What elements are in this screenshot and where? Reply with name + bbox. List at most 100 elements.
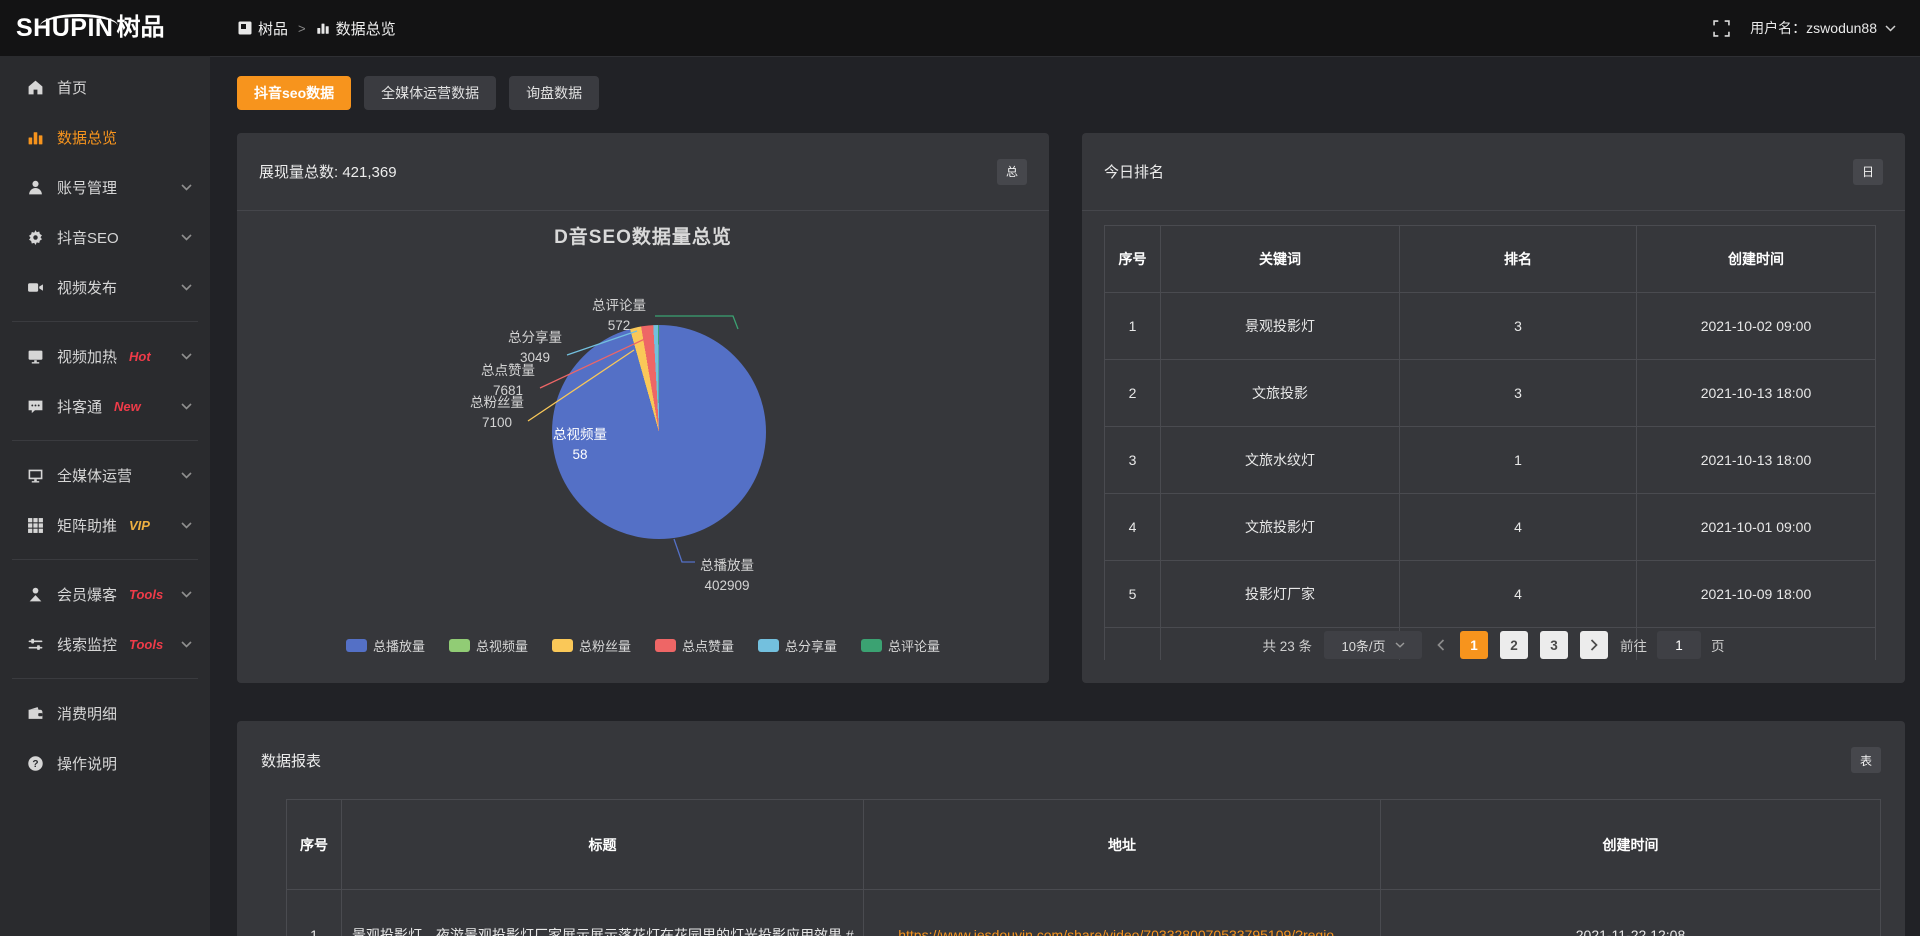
ranking-panel-title: 今日排名 (1104, 164, 1165, 181)
bar-chart-icon (316, 23, 329, 34)
table-row[interactable]: 3 文旅水纹灯 1 2021-10-13 18:00 (1105, 427, 1876, 494)
sidebar-item-video-publish[interactable]: 视频发布 (0, 262, 210, 312)
daily-toggle-button[interactable]: 日 (1853, 158, 1883, 185)
chevron-right-icon (1590, 639, 1598, 651)
sidebar-item-douyin-seo[interactable]: 抖音SEO (0, 212, 210, 262)
ranking-panel-header: 今日排名 日 (1082, 133, 1905, 211)
total-toggle-button[interactable]: 总 (997, 158, 1027, 185)
table-row[interactable]: 4 文旅投影灯 4 2021-10-01 09:00 (1105, 494, 1876, 561)
legend-item-comments[interactable]: 总评论量 (861, 636, 940, 655)
page-button-1[interactable]: 1 (1460, 631, 1489, 659)
app-logo[interactable]: SHUPIN 树品 (0, 13, 210, 43)
overview-panel-header: 展现量总数: 421,369 总 (237, 133, 1049, 211)
pie-label-fans: 总粉丝量 7100 (470, 395, 524, 430)
topbar: SHUPIN 树品 树品 > 数据总览 用户名：zswodun88 (0, 0, 1920, 56)
fullscreen-button[interactable] (1713, 19, 1730, 37)
pie-label-shares: 总分享量 3049 (508, 330, 562, 365)
table-row[interactable]: 5 投影灯厂家 4 2021-10-09 18:00 (1105, 561, 1876, 628)
hot-badge: Hot (129, 348, 151, 364)
sidebar-divider (12, 321, 198, 322)
data-tabs: 抖音seo数据 全媒体运营数据 询盘数据 (237, 76, 600, 110)
sidebar-divider (12, 678, 198, 679)
logo-brand-cn-text: 树品 (116, 14, 165, 41)
app-square-icon (238, 21, 252, 35)
chevron-down-icon (181, 352, 192, 360)
chart-title: D音SEO数据量总览 (554, 227, 732, 248)
column-header-keyword: 关键词 (1161, 226, 1400, 293)
breadcrumb-separator: > (298, 20, 306, 36)
topbar-right: 用户名：zswodun88 (1713, 18, 1920, 38)
breadcrumb-root[interactable]: 树品 (238, 18, 288, 39)
help-icon: ? (26, 754, 44, 772)
member-icon (26, 585, 44, 603)
sidebar-item-data-overview[interactable]: 数据总览 (0, 112, 210, 162)
chevron-down-icon (181, 471, 192, 479)
pie-chart[interactable] (552, 325, 766, 539)
chevron-down-icon (181, 233, 192, 241)
bar-chart-icon (26, 128, 44, 146)
table-toggle-button[interactable]: 表 (1851, 747, 1881, 773)
pagination-total-label: 共 23 条 (1262, 639, 1313, 654)
chevron-down-icon (181, 590, 192, 598)
page-button-3[interactable]: 3 (1540, 631, 1569, 659)
sidebar-item-matrix-boost[interactable]: 矩阵助推 VIP (0, 500, 210, 550)
impressions-total-label: 展现量总数: 421,369 (259, 164, 397, 181)
tab-douyin-seo-data[interactable]: 抖音seo数据 (237, 76, 352, 110)
table-row[interactable]: 1 景观投影灯 3 2021-10-02 09:00 (1105, 293, 1876, 360)
column-header-time: 创建时间 (1381, 800, 1881, 890)
report-panel-header: 数据报表 表 (237, 721, 1905, 799)
goto-label: 前往 (1620, 639, 1648, 654)
prev-page-button[interactable] (1434, 639, 1448, 651)
next-page-button[interactable] (1580, 631, 1609, 659)
new-badge: New (114, 398, 141, 414)
page-button-2[interactable]: 2 (1500, 631, 1529, 659)
overview-panel: 展现量总数: 421,369 总 D音SEO数据量总览 总评论量 572 总分享… (237, 133, 1049, 683)
screen-icon (26, 466, 44, 484)
legend-item-likes[interactable]: 总点赞量 (655, 636, 734, 655)
tab-inquiry-data[interactable]: 询盘数据 (509, 76, 600, 110)
video-link[interactable]: https://www.iesdouyin.com/share/video/70… (864, 890, 1381, 936)
pie-label-videos: 总视频量 58 (553, 427, 607, 462)
monitor-icon (26, 347, 44, 365)
sidebar-item-video-heat[interactable]: 视频加热 Hot (0, 331, 210, 381)
pie-callout-lines (527, 315, 739, 563)
logo-arc-decoration (40, 14, 118, 26)
sidebar-item-instructions[interactable]: ? 操作说明 (0, 738, 210, 788)
legend-swatch (448, 639, 470, 652)
sidebar-item-media-operation[interactable]: 全媒体运营 (0, 450, 210, 500)
sidebar-item-clue-monitor[interactable]: 线索监控 Tools (0, 619, 210, 669)
chevron-left-icon (1437, 639, 1445, 651)
sidebar-divider (12, 440, 198, 441)
pie-label-comments: 总评论量 572 (592, 298, 646, 333)
tab-media-operation-data[interactable]: 全媒体运营数据 (364, 76, 497, 110)
legend-swatch (861, 639, 883, 652)
sidebar-item-home[interactable]: 首页 (0, 62, 210, 112)
page-size-select[interactable]: 10条/页 (1324, 631, 1423, 659)
username-label: 用户名：zswodun88 (1750, 20, 1877, 36)
user-menu[interactable]: 用户名：zswodun88 (1750, 18, 1896, 38)
legend-item-videos[interactable]: 总视频量 (448, 636, 528, 655)
video-camera-icon (26, 278, 44, 296)
column-header-url: 地址 (864, 800, 1381, 890)
column-header-title: 标题 (342, 800, 864, 890)
table-row[interactable]: 1 景观投影灯，夜游景观投影灯厂家展示展示落花灯在花园里的灯光投影应用效果 # … (287, 890, 1881, 936)
grid-icon (26, 516, 44, 534)
sidebar-item-consumption-detail[interactable]: 消费明细 (0, 688, 210, 738)
sidebar-item-account-management[interactable]: 账号管理 (0, 162, 210, 212)
sliders-icon (26, 635, 44, 653)
column-header-rank: 排名 (1400, 226, 1637, 293)
legend-item-shares[interactable]: 总分享量 (758, 636, 837, 655)
column-header-time: 创建时间 (1637, 226, 1876, 293)
legend-item-plays[interactable]: 总播放量 (345, 636, 425, 655)
chevron-down-icon (181, 402, 192, 410)
sidebar-item-member-baoke[interactable]: 会员爆客 Tools (0, 569, 210, 619)
table-row[interactable]: 2 文旅投影 3 2021-10-13 18:00 (1105, 360, 1876, 427)
legend-swatch (655, 639, 676, 652)
legend-item-fans[interactable]: 总粉丝量 (551, 636, 631, 655)
breadcrumb-current[interactable]: 数据总览 (316, 18, 396, 39)
goto-page-input[interactable]: 1 (1657, 631, 1702, 659)
sidebar-item-doukertong[interactable]: 抖客通 New (0, 381, 210, 431)
wallet-icon (26, 704, 44, 722)
fullscreen-icon (1713, 19, 1730, 37)
legend-swatch (345, 639, 367, 652)
